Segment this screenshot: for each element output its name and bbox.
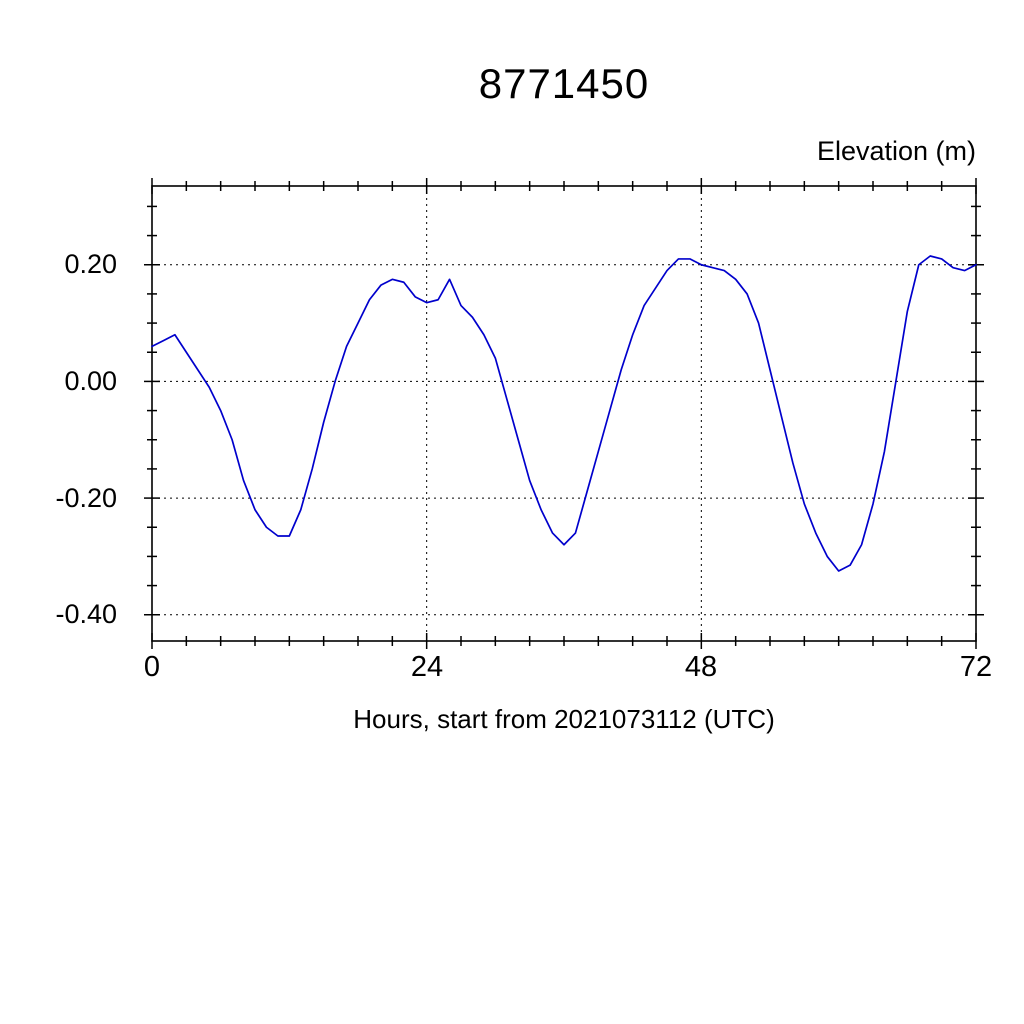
elevation-line [151,255,977,572]
y-tick-label: -0.40 [55,599,117,629]
y-axis-unit-label: Elevation (m) [816,136,976,166]
y-tick-label: 0.00 [64,366,117,396]
x-tick-label: 24 [410,651,444,683]
x-tick-label: 48 [684,651,718,683]
plot-area [144,178,984,649]
plot-svg [144,178,984,649]
chart-title: 8771450 [478,60,650,107]
y-tick-label: -0.20 [55,483,117,513]
y-tick-label: 0.20 [64,249,117,279]
x-tick-label: 72 [959,651,993,683]
x-tick-label: 0 [143,651,161,683]
plot-border [151,185,977,642]
x-axis-label: Hours, start from 2021073112 (UTC) [353,704,775,734]
